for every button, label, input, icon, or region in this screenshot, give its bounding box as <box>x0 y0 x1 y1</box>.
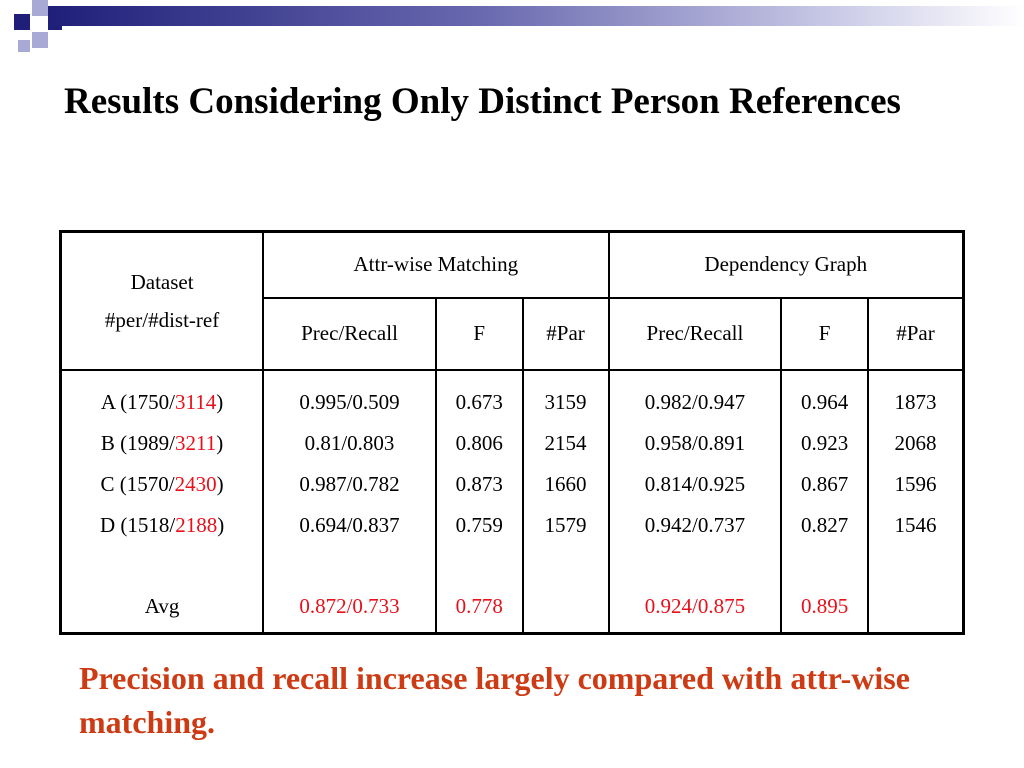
dataset-a: A (1750/3114) <box>100 389 224 414</box>
subheader-f: F <box>780 296 869 371</box>
dataset-header: Dataset #per/#dist-ref <box>59 230 265 371</box>
corner-square-dark <box>14 14 30 30</box>
attr-wise-header: Attr-wise Matching <box>262 230 610 299</box>
table-cell: 3159 <box>544 389 587 414</box>
corner-square-light <box>18 40 30 52</box>
table-cell: 0.958/0.891 <box>644 430 746 455</box>
table-header-row: Dataset #per/#dist-ref Attr-wise Matchin… <box>59 230 965 371</box>
subheader-prec-recall: Prec/Recall <box>607 296 783 371</box>
table-cell: 0.873 <box>455 471 503 496</box>
dataset-header-line1: Dataset <box>130 269 194 294</box>
corner-square-light <box>32 32 48 48</box>
table-cell: 0.814/0.925 <box>644 471 746 496</box>
results-table: Dataset #per/#dist-ref Attr-wise Matchin… <box>59 230 965 635</box>
table-cell: 0.81/0.803 <box>304 430 395 455</box>
avg-cell: 0.778 <box>455 593 503 618</box>
table-cell: 0.694/0.837 <box>299 512 400 537</box>
table-cell: 0.964 <box>800 389 849 414</box>
dataset-c: C (1570/2430) <box>100 471 224 496</box>
slide-caption: Precision and recall increase largely co… <box>79 660 910 740</box>
corner-square-light <box>32 0 48 16</box>
subheader-par: #Par <box>521 296 610 371</box>
attr-f-column: 0.673 0.806 0.873 0.759 0.778 <box>434 368 524 635</box>
dependency-graph-header: Dependency Graph <box>607 230 965 299</box>
dataset-header-line2: #per/#dist-ref <box>104 307 220 332</box>
attr-prec-recall-column: 0.995/0.509 0.81/0.803 0.987/0.782 0.694… <box>262 368 437 635</box>
table-cell: 0.867 <box>800 471 849 496</box>
dataset-b: B (1989/3211) <box>100 430 224 455</box>
slide-title: Results Considering Only Distinct Person… <box>64 81 901 122</box>
dep-f-column: 0.964 0.923 0.867 0.827 0.895 <box>780 368 869 635</box>
dataset-d: D (1518/2188) <box>99 512 225 537</box>
table-cell: 1873 <box>894 389 937 414</box>
avg-label: Avg <box>144 593 180 618</box>
avg-cell: 0.895 <box>800 593 849 618</box>
table-cell: 2154 <box>544 430 587 455</box>
avg-cell: 0.872/0.733 <box>299 593 400 618</box>
subheader-prec-recall: Prec/Recall <box>262 296 437 371</box>
table-subheader-row: Prec/Recall F #Par Prec/Recall F #Par <box>61 296 965 371</box>
table-cell: 0.827 <box>800 512 849 537</box>
subheader-par: #Par <box>866 296 965 371</box>
table-cell: 0.995/0.509 <box>299 389 400 414</box>
table-cell: 0.942/0.737 <box>644 512 746 537</box>
table-cell: 1546 <box>894 512 937 537</box>
avg-cell: 0.924/0.875 <box>644 593 746 618</box>
table-cell: 0.923 <box>800 430 849 455</box>
table-cell: 1579 <box>544 512 587 537</box>
dataset-column: A (1750/3114) B (1989/3211) C (1570/2430… <box>59 368 265 635</box>
table-cell: 0.673 <box>455 389 503 414</box>
dep-prec-recall-column: 0.982/0.947 0.958/0.891 0.814/0.925 0.94… <box>607 368 783 635</box>
table-cell: 0.982/0.947 <box>644 389 746 414</box>
top-gradient-bar <box>48 6 1024 26</box>
table-cell: 0.806 <box>455 430 503 455</box>
table-cell: 1660 <box>544 471 587 496</box>
subheader-f: F <box>434 296 524 371</box>
table-cell: 2068 <box>894 430 937 455</box>
attr-par-column: 3159 2154 1660 1579 <box>521 368 610 635</box>
table-cell: 0.759 <box>455 512 503 537</box>
table-cell: 1596 <box>894 471 937 496</box>
dep-par-column: 1873 2068 1596 1546 <box>866 368 965 635</box>
table-cell: 0.987/0.782 <box>299 471 400 496</box>
table-data-row: A (1750/3114) B (1989/3211) C (1570/2430… <box>59 368 965 635</box>
